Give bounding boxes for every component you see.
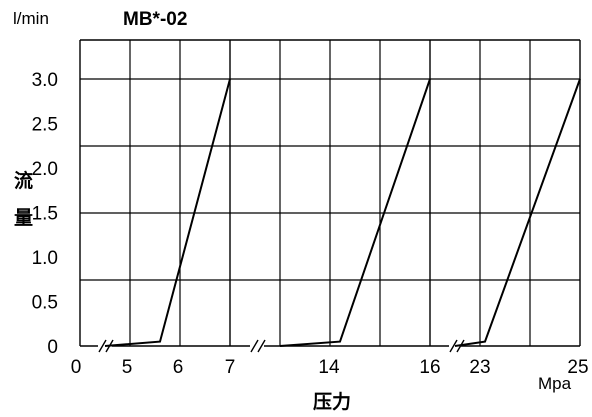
axis-break-2-b — [456, 339, 465, 353]
y-tick-label: 0.5 — [32, 293, 58, 314]
axis-break-0-b — [105, 339, 114, 353]
x-tick-label: 23 — [469, 357, 490, 378]
series-line-0 — [104, 78, 231, 347]
y-tick-label: 1.5 — [32, 204, 58, 225]
y-tick-label: 3.0 — [32, 70, 58, 91]
x-tick-label: 6 — [173, 357, 184, 378]
axis-break-1-b — [257, 339, 266, 353]
x-tick-label: 0 — [71, 357, 82, 378]
x-tick-label: 14 — [318, 357, 340, 378]
labels: l/min MB*-02 流 量 压力 Mpa — [13, 9, 572, 413]
grid — [79, 39, 581, 347]
axis-breaks — [98, 339, 465, 353]
x-tick-label: 7 — [225, 357, 236, 378]
chart-title: MB*-02 — [123, 9, 187, 30]
series-line-1 — [279, 78, 431, 347]
y-axis-label-line2: 量 — [14, 207, 33, 229]
x-tick-label: 16 — [419, 357, 440, 378]
x-tick-label: 5 — [122, 357, 133, 378]
y-tick-label: 1.0 — [32, 248, 58, 269]
x-tick-label: 25 — [567, 357, 588, 378]
x-axis-label: 压力 — [313, 390, 351, 413]
y-unit-label: l/min — [13, 9, 49, 28]
y-tick-label: 2.5 — [32, 115, 58, 136]
x-tick-labels: 0 5 6 7 14 16 23 25 — [71, 357, 589, 378]
axis-break-1-a — [250, 339, 259, 353]
y-tick-label: 2.0 — [32, 159, 58, 180]
y-tick-labels: 0 0.5 1.0 1.5 2.0 2.5 3.0 — [32, 70, 58, 358]
axis-break-0-a — [98, 339, 107, 353]
y-tick-label: 0 — [47, 337, 58, 358]
axis-break-2-a — [449, 339, 458, 353]
y-axis-label-line1: 流 — [14, 169, 33, 192]
x-unit-label: Mpa — [538, 374, 572, 393]
series-line-2 — [454, 78, 581, 347]
series-lines — [104, 78, 581, 347]
